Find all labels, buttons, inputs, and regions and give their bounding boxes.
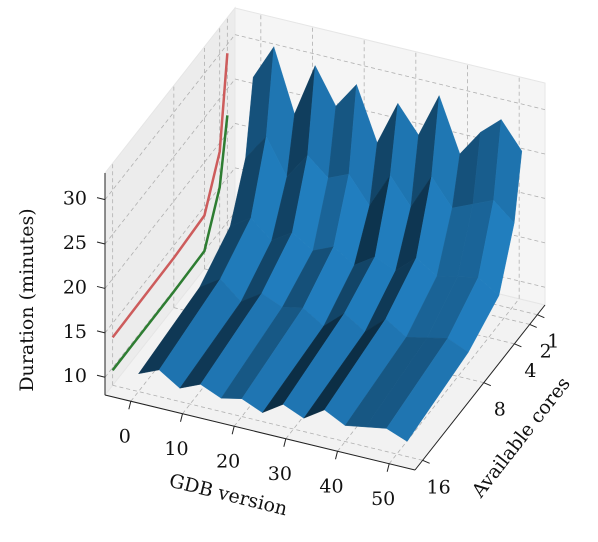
x-tick (128, 401, 132, 410)
y-tick (483, 382, 492, 387)
x-tick (283, 438, 287, 447)
y-tick-label: 16 (427, 476, 451, 498)
z-tick (96, 197, 106, 201)
x-tick (335, 451, 338, 460)
grid-line (104, 34, 236, 200)
z-tick-label: 10 (63, 365, 87, 387)
y-axis-label: Available cores (467, 373, 575, 503)
x-tick-label: 10 (164, 438, 188, 460)
line (111, 53, 229, 339)
x-tick-label: 40 (319, 475, 343, 497)
x-tick (231, 426, 235, 435)
z-tick-label: 30 (63, 188, 87, 210)
z-tick (96, 241, 106, 245)
x-tick-label: 0 (119, 425, 131, 447)
y-tick (514, 343, 522, 348)
z-tick-label: 15 (63, 321, 87, 343)
z-tick (96, 374, 106, 378)
y-tick-label: 8 (494, 399, 506, 421)
x-tick-label: 50 (371, 488, 395, 510)
axis-line (414, 304, 546, 471)
z-tick (96, 285, 106, 289)
x-tick-label: 20 (216, 450, 240, 472)
z-axis-label: Duration (minutes) (16, 208, 38, 391)
x-tick-label: 30 (268, 463, 292, 485)
x-tick (386, 463, 390, 472)
z-tick (96, 330, 106, 334)
grid-line (104, 123, 236, 289)
y-tick-label: 1 (547, 331, 559, 353)
y-tick-label: 2 (540, 340, 552, 362)
y-tick (422, 459, 430, 464)
y-tick (537, 314, 545, 319)
z-tick-label: 20 (63, 276, 87, 298)
y-tick-label: 4 (524, 360, 536, 382)
y-tick (529, 323, 537, 328)
x-tick (180, 413, 183, 422)
z-tick-label: 25 (63, 232, 87, 254)
grid-line (104, 167, 236, 334)
line (111, 115, 229, 371)
surface-patch (386, 338, 469, 442)
grid-line (104, 78, 236, 245)
axis-line (104, 394, 416, 471)
